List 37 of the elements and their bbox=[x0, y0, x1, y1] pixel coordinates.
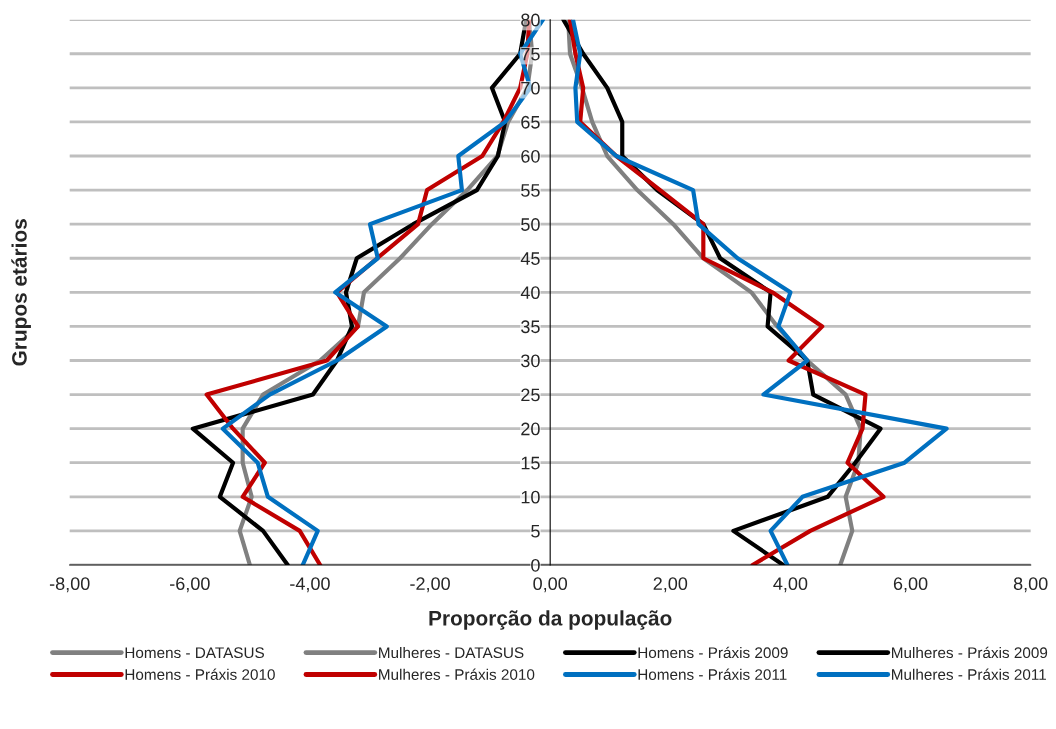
x-tick-label: 6,00 bbox=[893, 577, 928, 593]
y-tick-label: 25 bbox=[521, 388, 540, 402]
x-tick-label: -6,00 bbox=[170, 577, 210, 593]
x-tick-label: -4,00 bbox=[290, 577, 330, 593]
y-tick-label: 15 bbox=[521, 456, 540, 470]
legend-label: Homens - Práxis 2011 bbox=[638, 668, 787, 680]
legend-label: Mulheres - Práxis 2009 bbox=[892, 646, 1048, 659]
y-tick-label: 45 bbox=[520, 252, 540, 265]
legend-label: Homens - Práxis 2010 bbox=[125, 668, 275, 680]
x-tick-label: 0,00 bbox=[533, 577, 568, 593]
y-tick-label: 30 bbox=[521, 354, 540, 368]
y-tick-label: 35 bbox=[521, 320, 540, 334]
legend-label: Homens - Práxis 2009 bbox=[638, 646, 788, 659]
x-tick-label: -2,00 bbox=[410, 577, 450, 593]
line-series bbox=[570, 19, 949, 565]
y-tick-label: 55 bbox=[521, 184, 540, 197]
x-tick-label: 8,00 bbox=[1013, 577, 1048, 593]
legend-label: Mulheres - Práxis 2010 bbox=[379, 668, 535, 680]
y-axis-title: Grupos etários bbox=[11, 219, 31, 366]
x-tick-label: 2,00 bbox=[653, 577, 688, 593]
legend-label: Homens - DATASUS bbox=[125, 647, 264, 659]
y-tick-label: 60 bbox=[521, 149, 540, 163]
legend-label: Mulheres - DATASUS bbox=[379, 646, 524, 659]
legend-label: Mulheres - Práxis 2011 bbox=[892, 668, 1046, 680]
y-tick-label: 20 bbox=[521, 422, 540, 436]
y-tick-label: 80 bbox=[521, 13, 540, 27]
y-tick-label: 50 bbox=[521, 218, 540, 231]
y-tick-label: 40 bbox=[520, 286, 540, 300]
y-tick-label: 5 bbox=[531, 525, 540, 538]
y-tick-label: 75 bbox=[521, 47, 540, 61]
y-tick-label: 0 bbox=[531, 558, 540, 572]
y-tick-label: 70 bbox=[521, 81, 540, 95]
x-axis-title: Proporção da população bbox=[429, 610, 672, 630]
y-tick-label: 65 bbox=[521, 115, 540, 129]
x-tick-label: 4,00 bbox=[773, 577, 808, 593]
y-tick-label: 10 bbox=[521, 490, 540, 504]
x-tick-label: -8,00 bbox=[49, 577, 90, 593]
